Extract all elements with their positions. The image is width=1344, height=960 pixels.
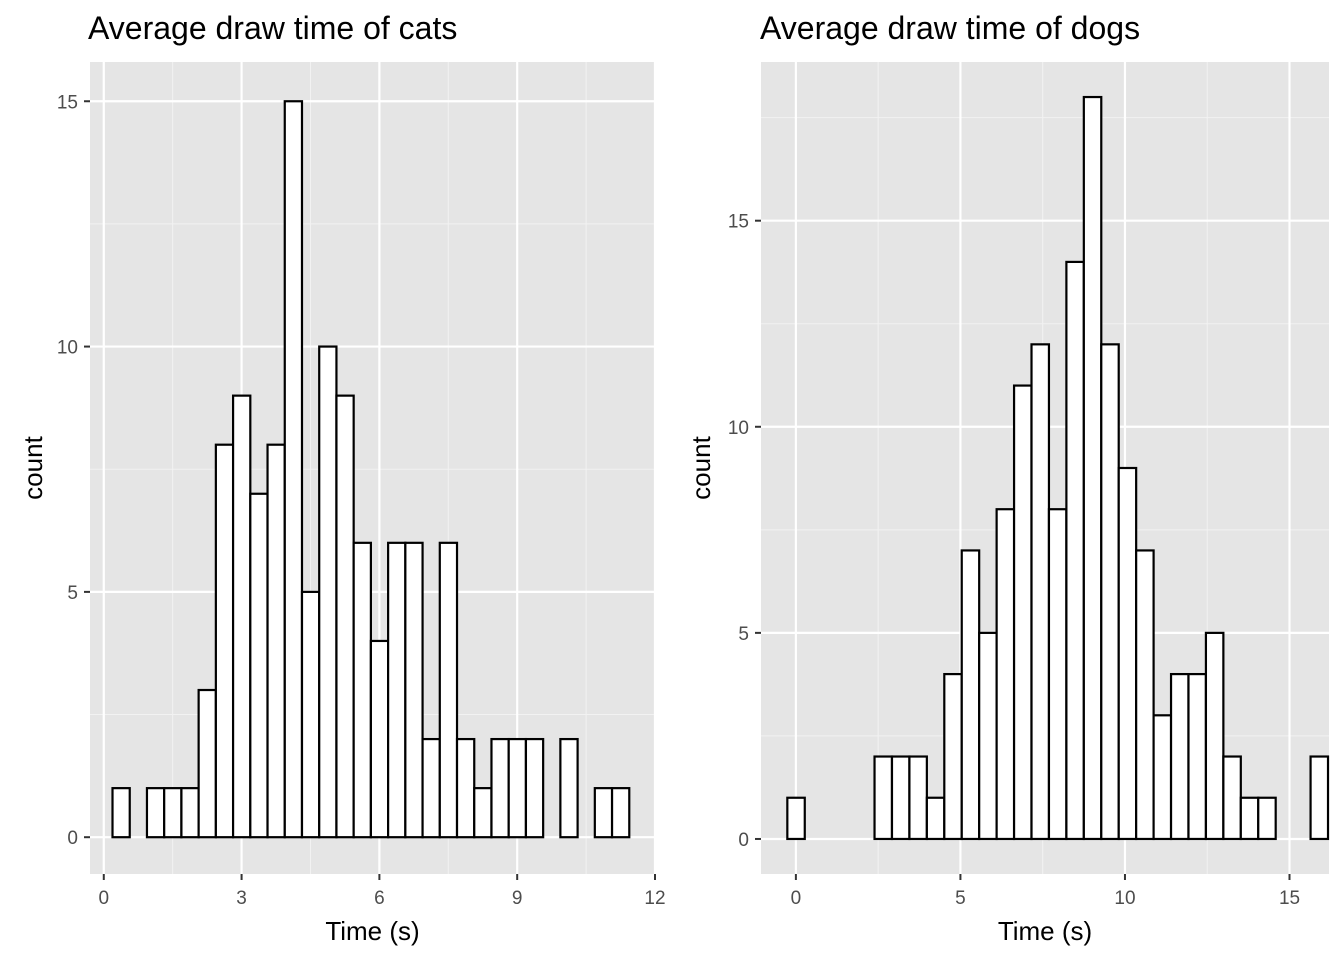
histogram-bar <box>1082 95 1103 841</box>
x-tick-label: 3 <box>236 888 247 909</box>
histogram-bar <box>786 796 806 841</box>
histogram-bar <box>610 787 631 839</box>
y-axis-title: count <box>686 435 716 499</box>
histogram-bar <box>873 755 894 841</box>
histogram-bar <box>455 737 476 839</box>
x-tick-label: 0 <box>98 888 109 909</box>
y-tick-label: 10 <box>728 418 749 439</box>
histogram-bar <box>1047 508 1068 841</box>
x-tick-label: 10 <box>1114 888 1135 909</box>
x-tick-label: 9 <box>512 888 523 909</box>
histogram-bar <box>335 394 355 839</box>
histogram-bar <box>1257 796 1277 841</box>
histogram-bar <box>1152 714 1173 841</box>
histogram-bar <box>507 737 528 839</box>
x-tick-label: 12 <box>644 888 665 909</box>
histogram-bar <box>890 755 911 841</box>
x-tick-label: 15 <box>1279 888 1300 909</box>
histogram-bar <box>943 672 963 841</box>
histogram-bar <box>387 541 407 839</box>
histogram-bar <box>995 508 1016 841</box>
histogram-bar <box>559 737 579 839</box>
histogram-bar <box>524 737 545 839</box>
y-tick-label: 10 <box>57 338 78 359</box>
histogram-bar <box>473 787 493 839</box>
x-tick-label: 0 <box>791 888 802 909</box>
histogram-bar <box>283 100 304 839</box>
histogram-bar <box>180 787 200 839</box>
histogram-bar <box>1012 384 1033 841</box>
y-tick-label: 0 <box>738 830 749 851</box>
histogram-bar <box>978 631 998 841</box>
x-tick-label: 5 <box>955 888 966 909</box>
y-tick-label: 0 <box>67 828 78 849</box>
panel-dogs: 0 5 10 15 0 5 10 15 Average draw time of dogs Tim… <box>686 10 1330 946</box>
histogram-bar <box>1117 466 1138 841</box>
y-axis-title: count <box>18 435 48 499</box>
histogram-bar <box>231 394 252 839</box>
histogram-bar <box>197 688 217 839</box>
chart-title: Average draw time of dogs <box>760 10 1140 46</box>
histogram-bar <box>1100 343 1120 841</box>
histogram-bar <box>1204 631 1225 841</box>
histogram-bar <box>1065 260 1085 841</box>
histogram-bar <box>925 796 946 841</box>
histogram-bar <box>1135 549 1155 841</box>
histogram-bar <box>1239 796 1260 841</box>
y-tick-label: 5 <box>738 624 749 645</box>
histogram-bar <box>1187 672 1208 841</box>
panel-cats: 0 3 6 9 12 0 5 10 15 Average draw time of cats Tim… <box>18 10 666 946</box>
histogram-bar <box>1309 755 1330 841</box>
histogram-bar <box>369 639 390 839</box>
histogram-bar <box>163 787 183 839</box>
histogram-bar <box>111 787 131 839</box>
histogram-bar <box>404 541 424 839</box>
histogram-bar <box>438 541 459 839</box>
histogram-bar <box>908 755 928 841</box>
histogram-bar <box>318 345 338 839</box>
x-axis-title: Time (s) <box>998 916 1092 946</box>
histogram-bar <box>214 443 235 839</box>
histogram-bar <box>1169 672 1190 841</box>
chart-title: Average draw time of cats <box>88 10 457 46</box>
histogram-bar <box>266 443 286 839</box>
histogram-bar <box>1030 343 1051 841</box>
histogram-bar <box>490 737 510 839</box>
histogram-bar <box>1222 755 1242 841</box>
histogram-bar <box>421 737 441 839</box>
y-tick-label: 15 <box>57 92 78 113</box>
histogram-bar <box>352 541 372 839</box>
histogram-bar <box>249 492 269 839</box>
y-tick-label: 5 <box>67 583 78 604</box>
y-tick-label: 15 <box>728 212 749 233</box>
x-axis-title: Time (s) <box>325 916 419 946</box>
x-tick-label: 6 <box>374 888 385 909</box>
histogram-bar <box>593 787 614 839</box>
histogram-bar <box>145 787 166 839</box>
histogram-bar <box>300 590 321 839</box>
histogram-bar <box>960 549 981 841</box>
